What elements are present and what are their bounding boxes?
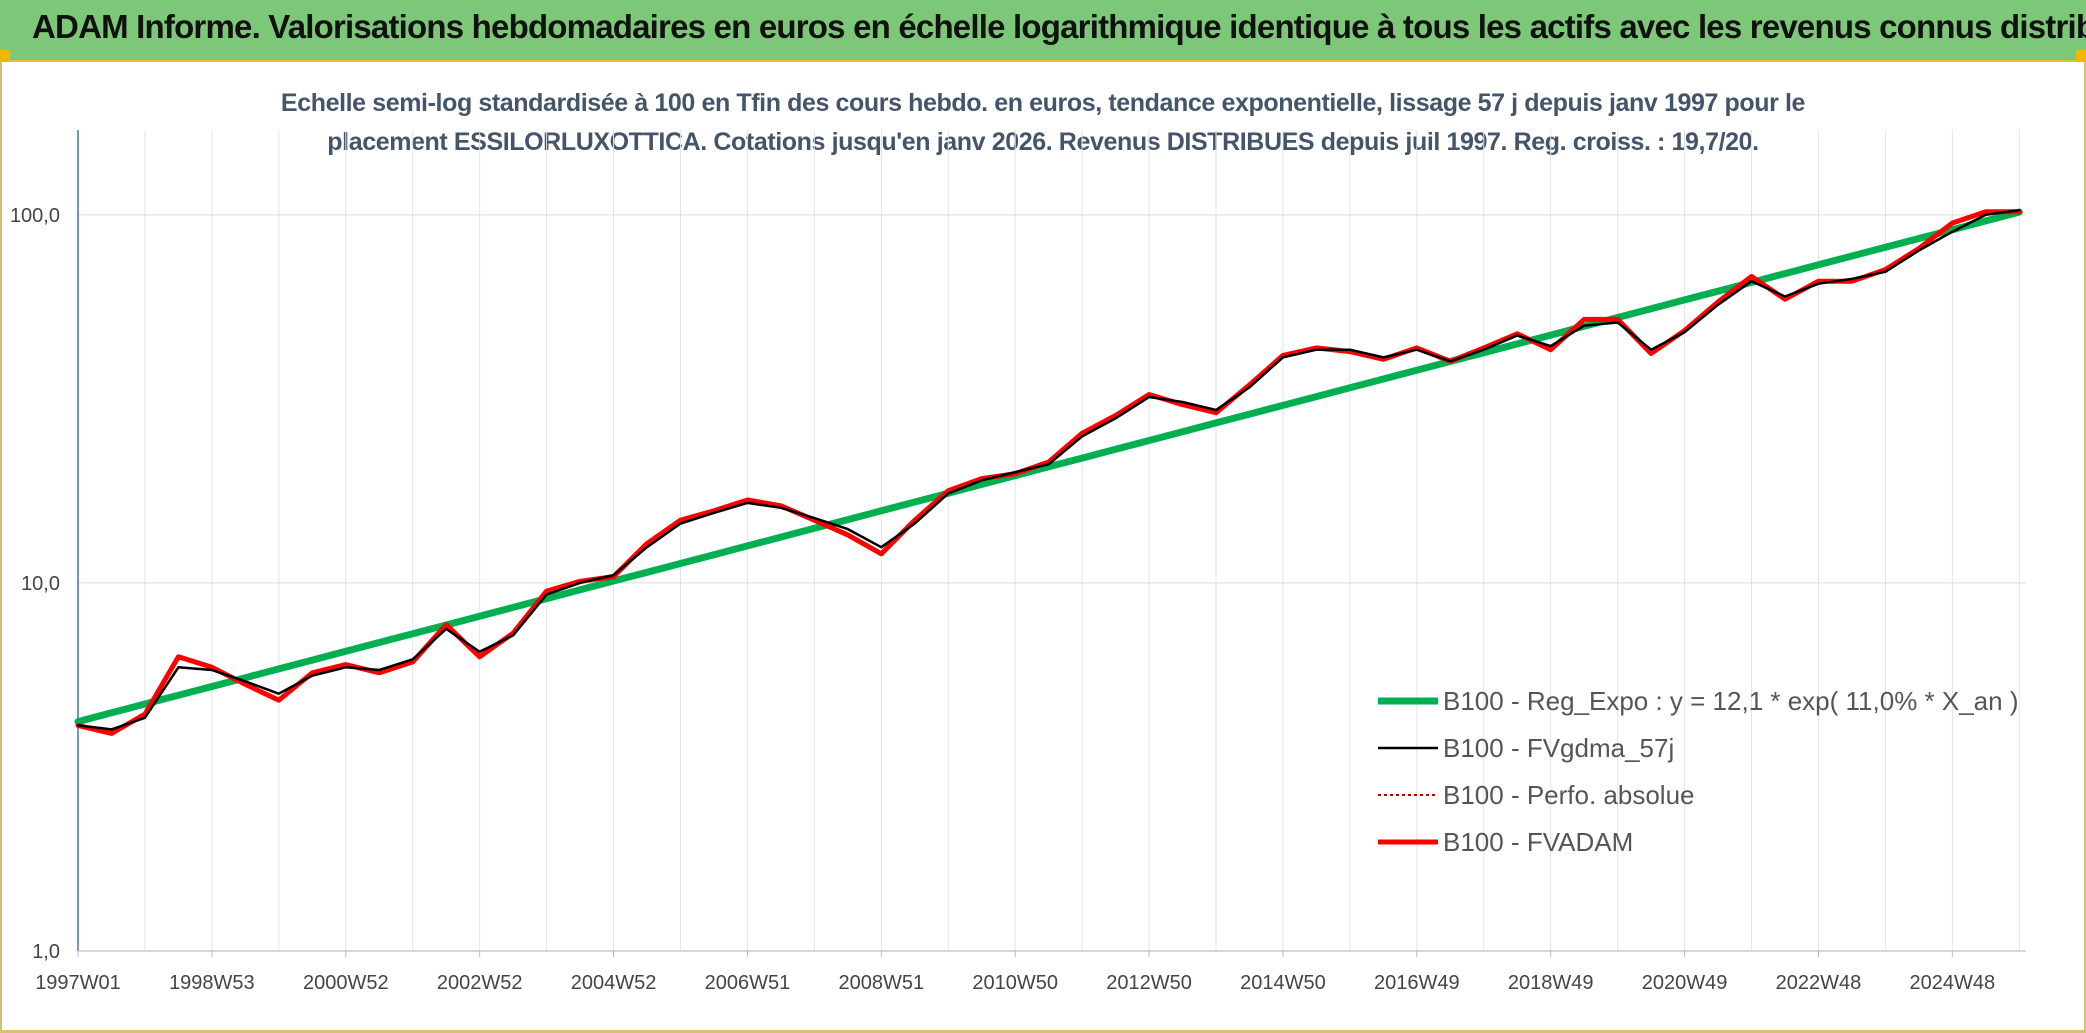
x-tick-label: 1998W53 bbox=[169, 972, 255, 994]
x-tick-label: 2010W50 bbox=[972, 972, 1058, 994]
axes: 1,0 10,0 100,0 1997W01 1998W53 2000W52 2002W52… bbox=[10, 130, 2026, 994]
chart-title-line-2: placement ESSILORLUXOTTICA. Cotations ju… bbox=[327, 128, 1759, 156]
series-layer bbox=[74, 208, 2023, 736]
x-tick-label: 1997W01 bbox=[35, 972, 121, 994]
x-tick-label: 2018W49 bbox=[1508, 972, 1594, 994]
x-tick-label: 2016W49 bbox=[1374, 972, 1460, 994]
x-tick-label: 2002W52 bbox=[437, 972, 523, 994]
corner-marker bbox=[2076, 50, 2086, 62]
x-tick-label: 2004W52 bbox=[571, 972, 657, 994]
series-line-1 bbox=[74, 208, 2023, 726]
legend: B100 - Reg_Expo : y = 12,1 * exp( 11,0% … bbox=[1378, 686, 2018, 857]
gridlines bbox=[77, 130, 2026, 952]
x-tick-label: 2014W50 bbox=[1240, 972, 1326, 994]
x-tick-label: 2020W49 bbox=[1642, 972, 1728, 994]
x-tick-label: 2024W48 bbox=[1910, 972, 1996, 994]
legend-label: B100 - Perfo. absolue bbox=[1443, 780, 1695, 810]
chart-frame bbox=[0, 62, 2086, 1033]
chart-title-line-1: Echelle semi-log standardisée à 100 en T… bbox=[280, 89, 1806, 117]
series-line-4 bbox=[75, 209, 2022, 736]
y-tick-label: 1,0 bbox=[32, 941, 60, 963]
x-tick-label: 2008W51 bbox=[838, 972, 924, 994]
x-tick-label: 2012W50 bbox=[1106, 972, 1192, 994]
y-tick-label: 10,0 bbox=[21, 573, 60, 595]
series-line-2 bbox=[76, 208, 2021, 731]
report-title: ADAM Informe. Valorisations hebdomadaire… bbox=[32, 8, 2086, 45]
corner-marker bbox=[0, 50, 10, 62]
y-tick-label: 100,0 bbox=[10, 205, 60, 227]
x-tick-label: 2006W51 bbox=[705, 972, 791, 994]
x-tick-label: 2000W52 bbox=[303, 972, 389, 994]
legend-label: B100 - FVADAM bbox=[1443, 827, 1633, 857]
title-banner: ADAM Informe. Valorisations hebdomadaire… bbox=[0, 0, 2086, 62]
x-tick-label: 2022W48 bbox=[1776, 972, 1862, 994]
legend-label: B100 - Reg_Expo : y = 12,1 * exp( 11,0% … bbox=[1443, 686, 2018, 716]
legend-label: B100 - FVgdma_57j bbox=[1443, 733, 1674, 763]
